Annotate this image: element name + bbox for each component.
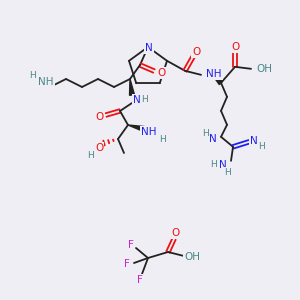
Text: O: O [157,68,165,78]
Text: O: O [192,47,200,57]
Text: N: N [209,134,217,144]
Text: OH: OH [184,252,200,262]
Text: F: F [124,259,130,269]
Text: OH: OH [256,64,272,74]
Text: NH: NH [38,77,54,87]
Text: N: N [133,95,141,105]
Text: O: O [95,143,103,153]
Polygon shape [213,76,223,85]
Text: N: N [145,43,153,53]
Text: NH: NH [141,127,157,137]
Polygon shape [130,79,134,95]
Text: H: H [258,142,264,151]
Text: O: O [231,42,239,52]
Text: H: H [210,160,216,169]
Text: H: H [142,95,148,104]
Text: F: F [137,275,143,285]
Text: H: H [224,168,230,177]
Text: O: O [172,228,180,238]
Text: N: N [250,136,258,146]
Text: H: H [87,151,93,160]
Text: NH: NH [206,69,221,79]
Text: H: H [202,129,208,138]
Polygon shape [128,125,145,131]
Text: N: N [219,160,227,170]
Text: F: F [128,240,134,250]
Text: H: H [159,134,165,143]
Text: O: O [96,112,104,122]
Text: H: H [28,70,35,80]
